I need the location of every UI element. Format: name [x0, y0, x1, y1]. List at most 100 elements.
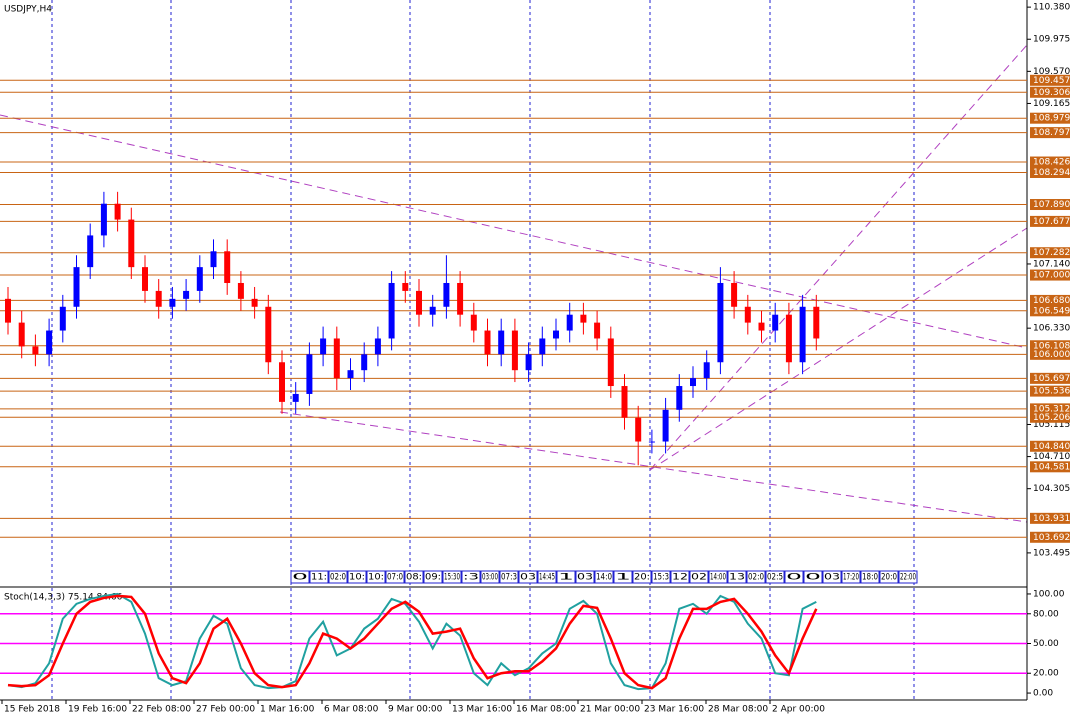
- level-label-box: [1030, 112, 1070, 124]
- y-tick-label: 107.140: [1033, 259, 1070, 269]
- level-label: 104.581: [1033, 462, 1070, 472]
- candle-body: [607, 338, 614, 387]
- x-tick-label: 28 Mar 08:00: [708, 705, 768, 715]
- time-label-box: [708, 570, 728, 584]
- time-label-box: [860, 570, 880, 584]
- level-label: 107.282: [1033, 248, 1070, 258]
- candle-body: [347, 370, 354, 379]
- trend-line: [649, 227, 1028, 471]
- candle-body: [553, 330, 559, 339]
- level-label-box: [1030, 348, 1070, 360]
- time-label-box: [328, 570, 348, 584]
- candle-body: [580, 314, 587, 323]
- time-label: 17:20: [843, 573, 859, 583]
- time-label: 15:3: [653, 573, 669, 583]
- candle-body: [635, 417, 642, 442]
- trend-line: [0, 114, 1028, 349]
- level-label: 107.000: [1033, 271, 1070, 281]
- time-label: 15:30: [444, 573, 460, 583]
- candle-body: [511, 330, 518, 371]
- y-tick-label: 80.00: [1033, 609, 1059, 619]
- level-label-box: [1030, 166, 1070, 178]
- candle-body: [320, 338, 327, 355]
- candle-body: [265, 306, 272, 363]
- level-label: 108.797: [1033, 128, 1070, 138]
- time-label: 22:00: [900, 573, 916, 583]
- time-label-box: [290, 570, 310, 584]
- y-tick-label: 103.495: [1033, 548, 1070, 558]
- time-label: 14:0: [596, 573, 612, 583]
- x-tick-label: 27 Feb 00:00: [196, 705, 255, 715]
- candle-body: [402, 282, 409, 291]
- chart-title: USDJPY,H4: [4, 5, 52, 15]
- level-label-box: [1030, 247, 1070, 259]
- stoch-line: [7, 594, 818, 690]
- y-tick-label: 106.330: [1033, 324, 1070, 334]
- level-label: 108.294: [1033, 168, 1070, 178]
- time-label: 03: [577, 573, 593, 583]
- candle-body: [210, 251, 217, 268]
- level-label: 109.457: [1033, 76, 1070, 86]
- time-label-box: [461, 570, 481, 584]
- candle-body: [744, 306, 751, 323]
- level-label: 107.890: [1033, 200, 1070, 210]
- candle-body: [333, 338, 340, 379]
- level-label: 109.306: [1033, 88, 1070, 98]
- level-label: 105.206: [1033, 413, 1070, 423]
- time-label-box: [822, 570, 842, 584]
- candle-body: [128, 219, 135, 268]
- time-label-box: [480, 570, 500, 584]
- y-tick-label: 104.710: [1033, 452, 1070, 462]
- x-tick-label: 22 Feb 08:00: [132, 705, 191, 715]
- level-label: 106.549: [1033, 306, 1070, 316]
- time-label-box: [385, 570, 405, 584]
- candle-body: [155, 290, 162, 307]
- candle-body: [87, 235, 94, 268]
- level-label-box: [1030, 340, 1070, 352]
- candle-body: [32, 346, 39, 355]
- time-label-box: [803, 570, 823, 584]
- candle-body: [813, 306, 820, 339]
- x-tick-label: 21 Mar 00:00: [580, 705, 640, 715]
- level-label-box: [1030, 294, 1070, 306]
- y-tick-label: 109.570: [1033, 67, 1070, 77]
- candle-body: [731, 282, 738, 307]
- time-label-box: [347, 570, 367, 584]
- y-tick-label: 0.00: [1033, 689, 1053, 699]
- time-label: 14:45: [539, 573, 555, 583]
- candle-body: [621, 386, 628, 418]
- x-tick-label: 19 Feb 16:00: [68, 705, 127, 715]
- y-tick-label: 109.975: [1033, 35, 1070, 45]
- candle-body: [388, 282, 395, 339]
- y-tick-label: 110.380: [1033, 3, 1070, 13]
- time-label: 1: [558, 573, 574, 583]
- time-label: 14:00: [710, 573, 726, 583]
- candle-body: [785, 314, 792, 363]
- level-label-box: [1030, 461, 1070, 473]
- time-label: 18:0: [862, 573, 878, 583]
- time-label-box: [442, 570, 462, 584]
- level-label-box: [1030, 403, 1070, 415]
- x-tick-label: 13 Mar 16:00: [452, 705, 512, 715]
- time-label-box: [689, 570, 709, 584]
- candle-body: [196, 267, 203, 291]
- time-label: 08:: [406, 573, 422, 583]
- candle-body: [292, 393, 299, 402]
- candle-body: [594, 322, 601, 339]
- time-label: 03: [520, 573, 536, 583]
- level-label-box: [1030, 269, 1070, 281]
- time-label: 20:: [634, 573, 650, 583]
- candle-body: [690, 378, 696, 387]
- candle-body: [758, 322, 765, 331]
- x-tick-label: 1 Mar 16:00: [260, 705, 315, 715]
- candle-body: [142, 267, 148, 291]
- x-tick-label: 9 Mar 00:00: [388, 705, 443, 715]
- time-label: :3: [463, 573, 479, 583]
- level-label: 108.426: [1033, 158, 1070, 168]
- level-label-box: [1030, 440, 1070, 452]
- level-label: 106.000: [1033, 350, 1070, 360]
- level-label: 104.840: [1033, 442, 1070, 452]
